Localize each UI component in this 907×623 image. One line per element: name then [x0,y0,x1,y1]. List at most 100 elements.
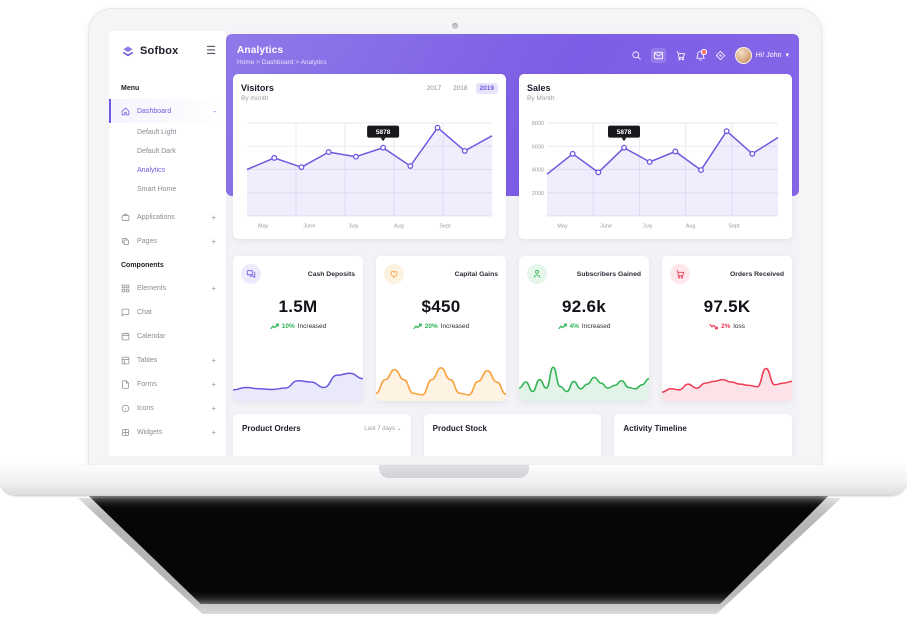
sidebar-item-smart-home[interactable]: Smart Home [137,186,177,193]
sidebar-item-tables[interactable]: Tables + [109,348,226,372]
notification-badge [701,49,707,55]
sidebar-item-chat[interactable]: Chat [109,300,226,324]
sparkline [662,359,792,401]
stat-card-cash-deposits: Cash Deposits 1.5M 10% Increased [233,256,363,401]
trend-up-icon [557,323,567,330]
widgets-icon [121,428,130,437]
svg-text:Aug: Aug [394,224,404,230]
sparkline [233,359,363,401]
logo[interactable]: Sofbox ☰ [109,31,226,58]
cart-icon[interactable] [675,50,686,61]
laptop-shadow [0,496,907,623]
sidebar-item-default-light[interactable]: Default Light [137,129,177,136]
stat-card-capital-gains: Capital Gains $450 20% Increased [376,256,506,401]
date-range-dropdown[interactable]: Last 7 days ⌄ [364,426,402,432]
sidebar-item-calendar[interactable]: Calendar [109,324,226,348]
year-tabs: 2017 2018 2019 [423,83,498,94]
mail-icon[interactable] [650,48,666,63]
sidebar: Sofbox ☰ Menu Dashboard - Default Light … [109,31,226,456]
expand-icon[interactable]: + [211,355,216,365]
svg-text:5878: 5878 [617,129,632,136]
menu-section-label: Menu [121,85,140,92]
svg-text:5878: 5878 [376,129,391,136]
file-icon [121,379,130,389]
chevron-down-icon: ▾ [785,52,789,59]
sidebar-item-widgets[interactable]: Widgets + [109,420,226,444]
visitors-chart-card: Visitors By month 2017 2018 2019 5878 May… [233,74,506,239]
svg-text:June: June [600,224,612,230]
sidebar-item-icons[interactable]: Icons + [109,396,226,420]
card-title: Activity Timeline [623,424,687,433]
stats-row: Cash Deposits 1.5M 10% Increased [233,256,792,401]
collapse-icon[interactable]: - [213,106,216,116]
user-icon [527,264,547,284]
stat-trend: 4% Increased [527,323,641,330]
sidebar-item-pages[interactable]: Pages + [109,229,226,253]
trend-up-icon [270,323,279,330]
briefcase-icon [121,213,130,222]
stat-card-orders-received: Orders Received 97.5K 2% loss [662,256,792,401]
chart-subtitle: By Month [527,95,555,102]
sidebar-item-dashboard[interactable]: Dashboard - [109,99,226,123]
user-menu[interactable]: Hi! John ▾ [734,47,789,64]
header-actions: Hi! John ▾ [631,47,789,64]
stat-label: Subscribers Gained [576,270,641,278]
locate-icon[interactable] [715,50,726,61]
sidebar-item-elements[interactable]: Elements + [109,276,226,300]
trend-up-icon [413,323,422,330]
chart-subtitle: By month [241,95,269,102]
table-icon [121,356,130,365]
sidebar-toggle-icon[interactable]: ☰ [206,44,216,57]
chart-title: Sales [527,83,551,93]
stat-label: Cash Deposits [307,270,355,278]
chat-icon [121,308,130,317]
card-title: Product Stock [432,424,487,433]
stat-trend: 10% Increased [241,323,355,330]
sparkline [376,359,506,401]
card-title: Product Orders [242,424,301,433]
home-icon [121,107,130,116]
heart-icon [384,264,404,284]
stat-label: Orders Received [729,270,784,278]
expand-icon[interactable]: + [211,403,216,413]
expand-icon[interactable]: + [211,379,216,389]
expand-icon[interactable]: + [211,212,216,222]
grid-icon [121,284,130,293]
expand-icon[interactable]: + [211,427,216,437]
sidebar-item-analytics[interactable]: Analytics [137,167,166,174]
expand-icon[interactable]: + [211,283,216,293]
calendar-icon [121,332,130,341]
svg-text:8000: 8000 [532,121,544,127]
tab-2017[interactable]: 2017 [426,85,442,92]
svg-text:Aug: Aug [686,224,696,230]
stat-value: 97.5K [703,297,751,316]
stat-card-subscribers-gained: Subscribers Gained 92.6k 4% Increased [519,256,649,401]
chart-title: Visitors [241,83,274,93]
laptop-screen-bezel: Sofbox ☰ Menu Dashboard - Default Light … [88,8,822,468]
tab-2019[interactable]: 2019 [475,83,498,94]
sales-chart-card: Sales By Month 8000 6000 4000 2000 5878 May Ju… [519,74,792,239]
svg-text:4000: 4000 [532,168,544,174]
app-screen: Sofbox ☰ Menu Dashboard - Default Light … [109,31,799,456]
avatar [734,47,752,64]
svg-text:May: May [258,224,269,230]
sidebar-item-default-dark[interactable]: Default Dark [137,148,176,155]
svg-text:June: June [303,224,315,230]
notifications-bell-icon[interactable] [695,49,707,61]
svg-text:Sept: Sept [439,224,451,230]
main-content: Analytics Home > Dashboard > Analytics H… [226,31,799,456]
page-title: Analytics [237,45,284,56]
tab-2018[interactable]: 2018 [453,85,468,92]
trend-down-icon [709,323,718,330]
product-orders-card: Product Orders Last 7 days ⌄ [233,414,411,456]
search-icon[interactable] [631,50,642,61]
sidebar-item-forms[interactable]: Forms + [109,372,226,396]
svg-text:2000: 2000 [532,191,544,197]
expand-icon[interactable]: + [211,236,216,246]
pages-icon [121,237,130,246]
sidebar-item-applications[interactable]: Applications + [109,205,226,229]
svg-text:July: July [349,224,359,230]
stat-value: 1.5M [278,297,318,316]
breadcrumb[interactable]: Home > Dashboard > Analytics [237,59,327,66]
